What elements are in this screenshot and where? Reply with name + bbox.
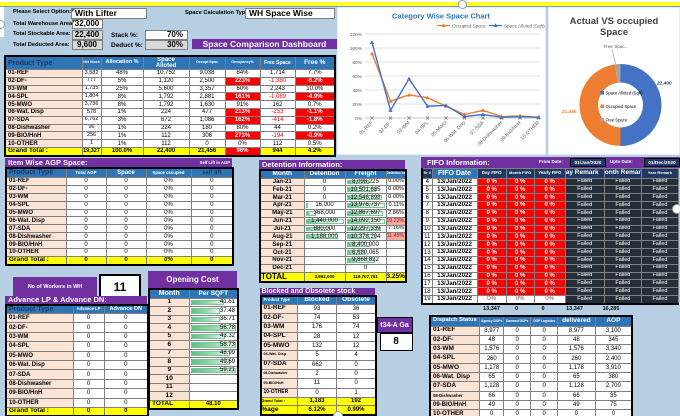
svg-text:Free Spac...: Free Spac... <box>603 44 628 49</box>
svg-text:22,400: 22,400 <box>657 81 672 87</box>
svg-text:40%: 40% <box>352 88 362 94</box>
svg-text:60%: 60% <box>352 74 362 80</box>
svg-text:Occupied Space: Occupied Space <box>606 104 637 109</box>
svg-text:Space Alloted (Sqft): Space Alloted (Sqft) <box>606 91 644 96</box>
svg-text:80%: 80% <box>352 60 362 66</box>
svg-text:0%: 0% <box>355 116 363 122</box>
svg-text:Space: Space <box>600 27 628 38</box>
svg-text:Category Wise Space Chart: Category Wise Space Chart <box>392 12 490 21</box>
svg-text:20%: 20% <box>352 102 362 108</box>
svg-text:Free Space: Free Space <box>606 118 628 123</box>
svg-text:21,456: 21,456 <box>562 109 577 115</box>
svg-text:Actual VS occupied: Actual VS occupied <box>570 16 659 27</box>
svg-text:100%: 100% <box>350 46 363 52</box>
svg-text:120%: 120% <box>350 32 363 38</box>
svg-text:Space Alloted (Sqft): Space Alloted (Sqft) <box>504 24 545 29</box>
svg-text:Occupied Space: Occupied Space <box>452 24 486 29</box>
